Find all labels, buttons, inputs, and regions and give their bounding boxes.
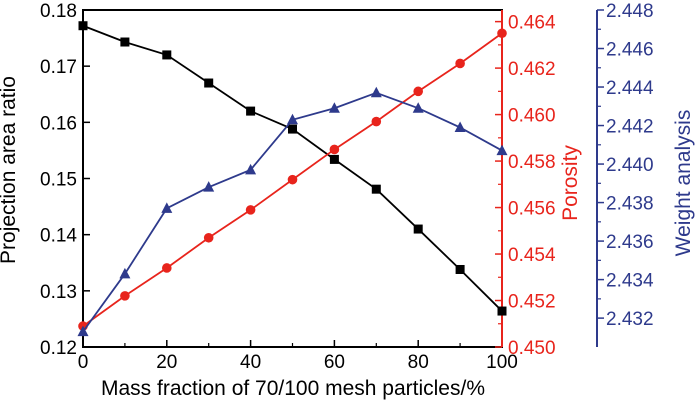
data-point-triangle bbox=[245, 163, 257, 175]
y-weight-tick-label: 2.446 bbox=[606, 40, 654, 61]
y-porosity-tick-label: 0.452 bbox=[508, 292, 556, 313]
data-point-circle bbox=[497, 28, 507, 39]
y-porosity-tick-label: 0.450 bbox=[508, 338, 556, 359]
y-weight-tick-label: 2.436 bbox=[606, 232, 654, 253]
data-point-square bbox=[204, 78, 214, 88]
data-point-triangle bbox=[370, 86, 382, 98]
data-point-circle bbox=[120, 291, 130, 301]
y-weight-tick-label: 2.444 bbox=[606, 78, 654, 99]
x-tick-label: 80 bbox=[408, 352, 429, 373]
data-point-circle bbox=[371, 116, 382, 127]
data-point-triangle bbox=[328, 102, 340, 113]
y-porosity-tick-label: 0.454 bbox=[508, 245, 556, 266]
y-left-tick-label: 0.16 bbox=[40, 113, 77, 134]
labels-layer: Mass fraction of 70/100 mesh particles/%… bbox=[0, 76, 695, 400]
y-weight-tick-label: 2.434 bbox=[606, 271, 654, 292]
data-point-square bbox=[246, 106, 256, 116]
y-left-tick-label: 0.18 bbox=[40, 1, 77, 22]
y-porosity-tick-label: 0.456 bbox=[508, 199, 556, 220]
data-point-triangle bbox=[454, 121, 466, 132]
x-tick-label: 0 bbox=[78, 352, 89, 373]
y-weight-tick-label: 2.440 bbox=[606, 155, 654, 176]
y-left-tick-label: 0.13 bbox=[40, 282, 77, 303]
data-point-triangle bbox=[287, 113, 298, 125]
y-porosity-tick-label: 0.462 bbox=[508, 59, 556, 80]
data-point-square bbox=[413, 224, 423, 234]
y-porosity-tick-label: 0.464 bbox=[508, 13, 556, 34]
data-point-triangle bbox=[496, 144, 508, 156]
y-weight-tick-label: 2.438 bbox=[606, 194, 654, 215]
x-tick-label: 60 bbox=[324, 352, 345, 373]
x-axis-title: Mass fraction of 70/100 mesh particles/% bbox=[101, 377, 485, 400]
y-axis-title-weight: Weight analysis bbox=[672, 110, 695, 257]
x-tick-label: 40 bbox=[240, 352, 261, 373]
data-point-circle bbox=[203, 232, 214, 243]
data-point-circle bbox=[329, 144, 340, 155]
y-left-tick-label: 0.17 bbox=[40, 57, 77, 78]
data-point-circle bbox=[162, 263, 172, 273]
data-point-triangle bbox=[77, 325, 89, 337]
data-point-square bbox=[162, 50, 172, 60]
data-point-square bbox=[371, 184, 381, 194]
data-point-circle bbox=[245, 205, 256, 215]
data-point-circle bbox=[287, 174, 298, 185]
data-point-triangle bbox=[119, 267, 131, 279]
axes-layer: 0 20 40 60 80 100 0.12 0.13 0.14 0.15 0.16 0.17 0.18… bbox=[40, 1, 654, 373]
y-left-tick-label: 0.14 bbox=[40, 226, 77, 247]
data-point-circle bbox=[413, 86, 424, 97]
y-axis-title-porosity: Porosity bbox=[559, 145, 582, 221]
y-left-tick-label: 0.12 bbox=[40, 338, 77, 359]
y-weight-tick-label: 2.432 bbox=[606, 309, 654, 330]
y-weight-tick-label: 2.448 bbox=[606, 1, 654, 22]
y-left-tick-label: 0.15 bbox=[40, 170, 77, 191]
y-porosity-tick-label: 0.460 bbox=[508, 106, 556, 127]
data-point-triangle bbox=[412, 102, 424, 113]
data-point-square bbox=[497, 306, 507, 316]
data-point-square bbox=[455, 264, 465, 274]
data-point-triangle bbox=[161, 202, 173, 213]
x-tick-label: 20 bbox=[156, 352, 177, 373]
data-point-triangle bbox=[203, 181, 215, 192]
y-axis-title-left: Projection area ratio bbox=[0, 76, 20, 264]
data-point-square bbox=[120, 37, 130, 47]
y-porosity-tick-label: 0.458 bbox=[508, 152, 556, 173]
series-line-left bbox=[82, 24, 503, 312]
y-weight-tick-label: 2.442 bbox=[606, 117, 654, 138]
data-point-square bbox=[329, 154, 339, 164]
data-point-circle bbox=[455, 58, 465, 69]
data-point-square bbox=[288, 124, 297, 134]
x-tick-label: 100 bbox=[486, 352, 518, 373]
series-layer bbox=[77, 21, 508, 337]
data-point-square bbox=[78, 21, 88, 31]
